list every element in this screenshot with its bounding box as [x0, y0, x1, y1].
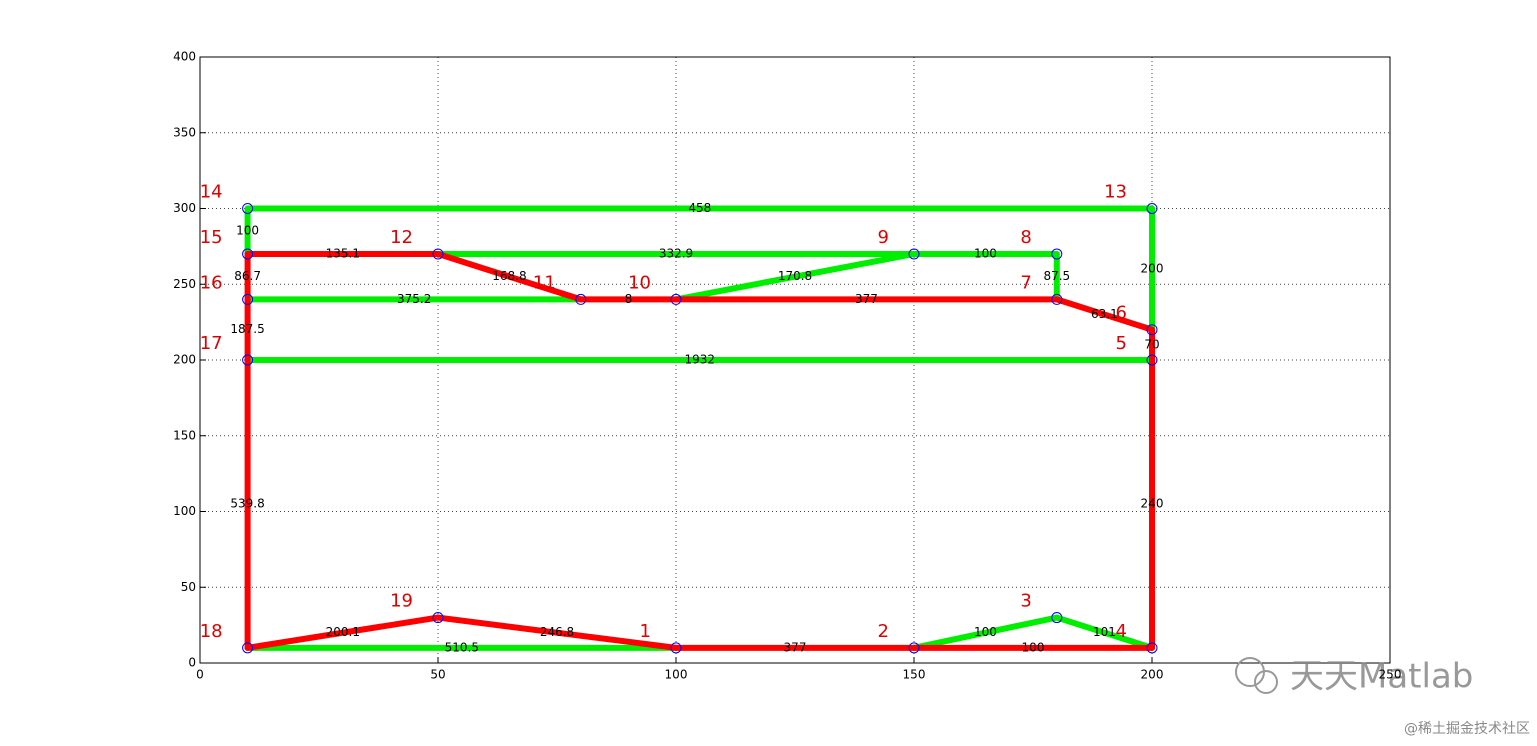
y-tick-label: 400 — [173, 50, 196, 64]
x-tick-label: 250 — [1379, 668, 1402, 682]
node-label: 16 — [200, 272, 223, 293]
node — [1146, 642, 1158, 654]
y-tick-label: 250 — [173, 277, 196, 291]
node — [1051, 293, 1063, 305]
node — [242, 248, 254, 260]
edge-weight: 87.5 — [1043, 269, 1070, 283]
edge-weight: 8 — [625, 292, 633, 306]
y-tick-label: 350 — [173, 125, 196, 139]
node-label: 14 — [200, 182, 223, 203]
node — [1051, 248, 1063, 260]
node-label: 3 — [1020, 591, 1031, 612]
node — [242, 642, 254, 654]
node-label: 1 — [640, 621, 651, 642]
x-tick-label: 50 — [430, 668, 445, 682]
node — [1146, 324, 1158, 336]
edge-weight: 332.9 — [659, 246, 693, 260]
watermark: 天天Matlab @稀土掘金技术社区 — [1235, 657, 1530, 737]
node-label: 12 — [390, 227, 413, 248]
node-label: 5 — [1116, 333, 1127, 354]
edge-weight: 168.8 — [492, 269, 526, 283]
edge-weight: 170.8 — [778, 269, 812, 283]
node-label: 2 — [878, 621, 889, 642]
edge-weight: 135.1 — [326, 246, 360, 260]
node — [1146, 203, 1158, 214]
node-label: 19 — [390, 591, 413, 612]
edge — [435, 250, 584, 303]
node — [432, 612, 444, 624]
y-tick-label: 300 — [173, 201, 196, 215]
edge-weight: 101 — [1093, 625, 1116, 639]
edge-weight: 200.1 — [326, 625, 360, 639]
x-tick-label: 100 — [665, 668, 688, 682]
node-label: 7 — [1020, 272, 1031, 293]
edge-weight: 86.7 — [234, 269, 261, 283]
edge-weight: 539.8 — [230, 496, 264, 510]
node-label: 17 — [200, 333, 223, 354]
edge — [1053, 296, 1155, 333]
edge-weight: 246.8 — [540, 625, 574, 639]
node-label: 9 — [878, 227, 889, 248]
edge-weight: 100 — [1022, 640, 1045, 654]
node — [432, 248, 444, 260]
y-tick-label: 0 — [188, 656, 196, 670]
edge-weight: 100 — [974, 246, 997, 260]
edge-weight: 1932 — [685, 353, 716, 367]
node-label: 10 — [628, 272, 651, 293]
node — [242, 293, 254, 305]
watermark-brand: 天天Matlab — [1290, 657, 1473, 697]
edge-weight: 510.5 — [445, 640, 479, 654]
edge-weight: 240 — [1141, 496, 1164, 510]
node — [242, 203, 254, 214]
edge — [673, 250, 917, 303]
y-tick-label: 100 — [173, 504, 196, 518]
node-label: 18 — [200, 621, 223, 642]
edge-weight: 200 — [1141, 262, 1164, 276]
node — [670, 642, 682, 654]
x-tick-label: 150 — [903, 668, 926, 682]
edge-weight: 100 — [236, 224, 259, 238]
edge — [435, 614, 679, 651]
node — [670, 293, 682, 305]
node — [1051, 612, 1063, 624]
node-label: 15 — [200, 227, 223, 248]
edge-weight: 100 — [974, 625, 997, 639]
y-tick-label: 150 — [173, 428, 196, 442]
edge-weight: 377 — [784, 640, 807, 654]
edge-weight: 377 — [855, 292, 878, 306]
y-tick-label: 50 — [181, 580, 196, 594]
x-tick-label: 0 — [196, 668, 204, 682]
node — [908, 248, 920, 260]
watermark-icon — [1254, 670, 1278, 694]
x-tick-label: 200 — [1141, 668, 1164, 682]
axes-box — [199, 56, 1391, 664]
node — [1146, 354, 1158, 366]
edge-weight: 187.5 — [230, 322, 264, 336]
edge-weight: 375.2 — [397, 292, 431, 306]
node — [908, 642, 920, 654]
watermark-source: @稀土掘金技术社区 — [1404, 721, 1530, 737]
edge — [1053, 614, 1155, 651]
edge — [911, 614, 1060, 651]
node-label: 6 — [1116, 303, 1127, 324]
edge-weight: 63.1 — [1091, 307, 1118, 321]
node-label: 4 — [1116, 621, 1127, 642]
node — [242, 354, 254, 366]
node — [575, 293, 587, 305]
node-label: 11 — [533, 272, 556, 293]
node-label: 13 — [1104, 182, 1127, 203]
y-tick-label: 200 — [173, 353, 196, 367]
edge-weight: 70 — [1144, 337, 1159, 351]
edge-weight: 458 — [688, 201, 711, 215]
node-label: 8 — [1020, 227, 1031, 248]
edge — [244, 614, 441, 651]
